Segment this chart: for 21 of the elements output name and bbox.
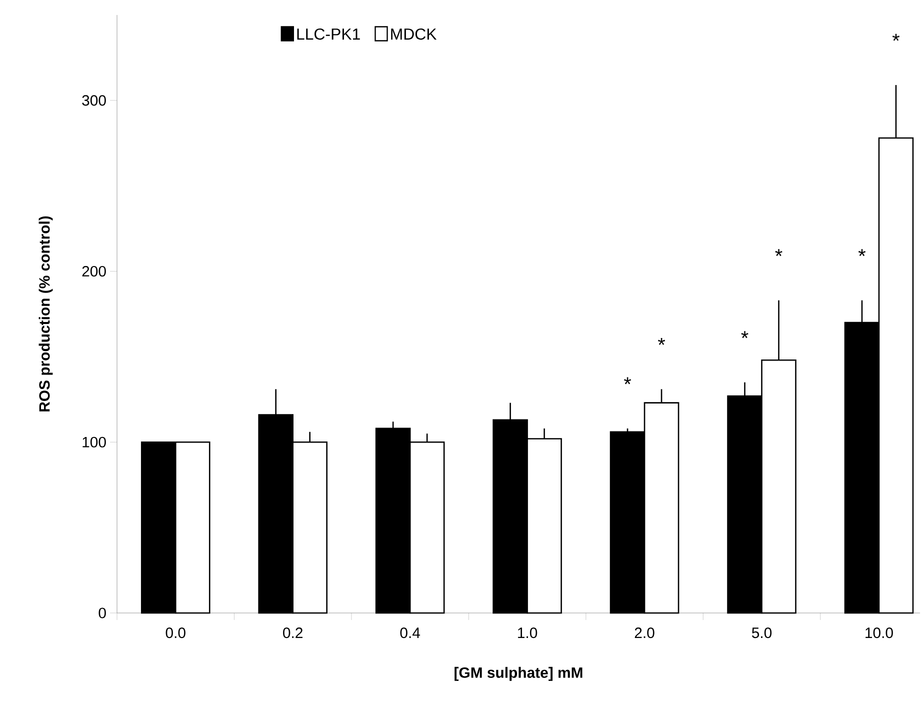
x-tick-label: 10.0 <box>866 628 893 638</box>
y-tick-label: 100 <box>82 436 106 448</box>
annotation: * <box>892 34 900 41</box>
annotation: * <box>775 249 782 256</box>
x-tick-label: 0.2 <box>283 628 302 638</box>
x-tick-label: 0.4 <box>400 628 420 638</box>
annotation: * <box>741 331 748 338</box>
annotation: * <box>658 338 666 345</box>
annotation: * <box>858 249 866 256</box>
x-tick-label: 0.0 <box>166 628 186 638</box>
x-tick-label: 5.0 <box>752 628 772 638</box>
x-tick-label: 2.0 <box>634 628 654 638</box>
legend-label: LLC-PK1 <box>297 28 360 40</box>
y-tick-label: 0 <box>98 608 106 618</box>
y-tick-label: 300 <box>82 95 106 106</box>
legend-label: MDCK <box>391 28 437 40</box>
annotation: * <box>624 377 632 384</box>
x-tick-label: 1.0 <box>518 628 538 638</box>
x-axis-title: [GM sulphate] mM <box>454 666 582 681</box>
y-axis-title: ROS production (% control) <box>38 216 53 412</box>
y-tick-label: 200 <box>82 266 106 277</box>
